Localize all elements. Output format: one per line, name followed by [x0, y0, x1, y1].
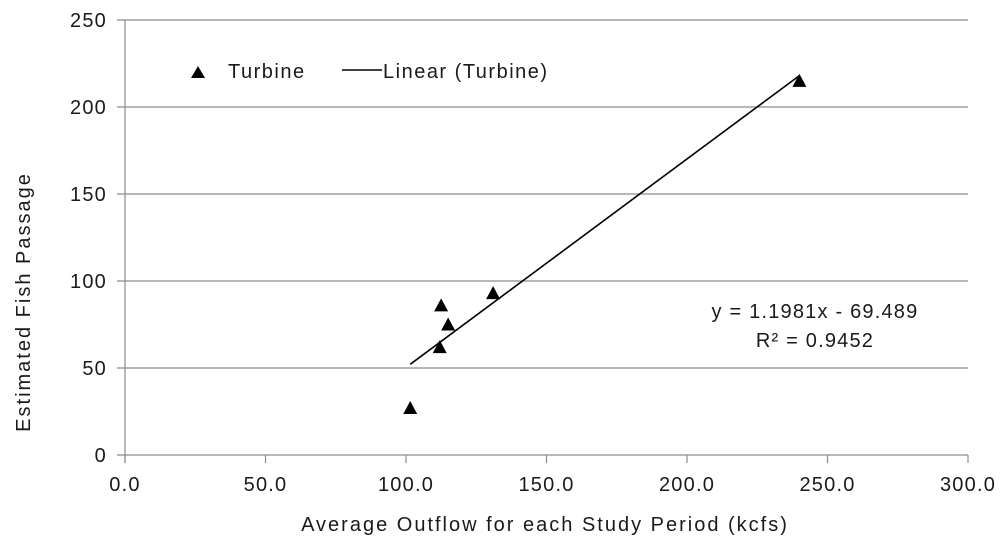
x-tick-label: 0.0 [109, 474, 140, 496]
legend-label-linear: Linear (Turbine) [383, 61, 549, 83]
data-point-turbine-6 [792, 73, 807, 87]
data-markers [403, 73, 807, 415]
gridlines [117, 19, 968, 369]
y-tick-label: 150 [70, 184, 107, 206]
x-tick-label: 50.0 [244, 474, 288, 496]
x-axis-label: Average Outflow for each Study Period (k… [301, 514, 789, 536]
data-point-turbine-1 [403, 401, 418, 415]
trendline-group [409, 74, 800, 365]
trendline-equation: y = 1.1981x - 69.489 [712, 301, 919, 323]
y-tick-labels: 0 50 100 150 200 250 [70, 10, 107, 467]
legend-label-turbine: Turbine [228, 61, 306, 83]
x-tick-labels: 0.0 50.0 100.0 150.0 200.0 250.0 300.0 [109, 474, 996, 496]
legend: Turbine Linear (Turbine) [191, 61, 549, 83]
data-point-turbine-2 [432, 340, 447, 354]
trendline-r-squared: R² = 0.9452 [756, 330, 874, 352]
axes [117, 20, 969, 463]
x-tick-label: 250.0 [799, 474, 855, 496]
legend-marker-turbine [191, 66, 205, 78]
x-tick-label: 150.0 [518, 474, 574, 496]
y-axis-label: Estimated Fish Passage [13, 172, 35, 432]
y-tick-label: 100 [70, 271, 107, 293]
data-point-turbine-4 [441, 317, 456, 331]
y-tick-label: 250 [70, 10, 107, 32]
y-tick-label: 50 [82, 358, 107, 380]
y-tick-label: 200 [70, 97, 107, 119]
x-tick-label: 200.0 [659, 474, 715, 496]
trendline-linear-turbine [409, 74, 800, 365]
data-point-turbine-5 [486, 286, 501, 300]
x-tick-label: 100.0 [378, 474, 434, 496]
x-tick-label: 300.0 [940, 474, 996, 496]
y-tick-label: 0 [95, 445, 107, 467]
data-point-turbine-3 [434, 298, 449, 312]
